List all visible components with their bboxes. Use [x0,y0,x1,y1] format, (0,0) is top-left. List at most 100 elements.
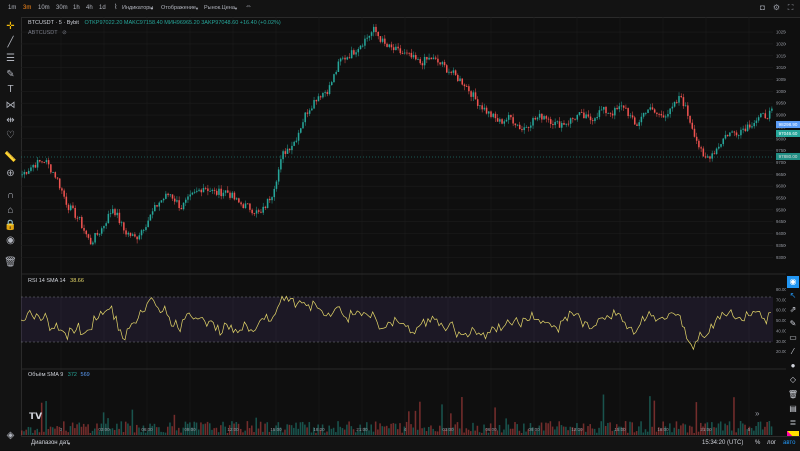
rsi-legend[interactable]: RSI 14 SMA 14 38.66 [28,278,84,284]
time-tick-label: 09:00 [184,427,196,432]
measure-icon[interactable]: ⇹ [6,115,15,126]
pattern-icon[interactable]: ⋈ [5,100,16,111]
marker-icon[interactable]: ⁄ [792,347,794,356]
volume-bar [107,418,109,435]
timeframe-1m[interactable]: 1m [8,5,17,11]
candle-body [523,127,525,131]
timeframe-10m[interactable]: 10m [38,5,50,11]
volume-bar [304,424,306,435]
indicators-button[interactable]: Индикаторы [122,5,154,11]
candle-body [614,107,616,116]
settings-icon[interactable]: ⚙ [772,3,781,12]
candle-body [428,57,430,60]
candle-body [282,151,284,160]
candle-body [167,193,169,196]
candle-body [173,198,176,202]
candle-body [348,57,351,59]
chart-area[interactable]: 102500.00 102000.00 101500.00 101000.00 1005… [21,17,786,436]
camera-icon[interactable]: ◘ [760,3,765,12]
brush-icon[interactable]: ✎ [6,69,15,80]
auto-toggle[interactable]: авто [783,440,796,446]
volume-bar [664,426,667,435]
lock-drawings-icon[interactable]: ⌂ [7,205,14,216]
timeframe-30m[interactable]: 30m [56,5,68,11]
volume-bar [447,427,450,435]
eye-off-icon[interactable]: ⊘ [62,30,67,36]
volume-bar [443,429,445,435]
timeframe-1d[interactable]: 1d [99,5,106,11]
volume-bar [392,423,395,435]
layers-icon[interactable]: ◈ [6,430,15,441]
dot-icon[interactable]: ● [790,361,796,370]
eraser-icon[interactable]: ◇ [789,375,797,384]
candle-body [218,188,220,195]
crosshair-icon[interactable]: ✛ [6,21,15,32]
volume-bar [735,432,737,435]
volume-bar [310,432,313,435]
arrow-icon[interactable]: ⇗ [789,305,797,314]
lock-icon[interactable]: 🔒 [4,220,17,231]
scroll-right-icon[interactable]: » [755,409,760,418]
volume-bar [288,424,291,435]
timeframe-3m[interactable]: 3m [23,5,32,11]
volume-bar [96,423,98,435]
timeframe-1h[interactable]: 1h [73,5,80,11]
clipboard-icon[interactable]: ▤ [789,404,797,413]
candle-body [488,111,490,114]
trash-icon[interactable]: 🗑 [787,390,799,399]
secondary-symbol-legend[interactable]: ABTCUSDT ⊘ [28,30,67,36]
candle-body [229,192,231,198]
fullscreen-icon[interactable]: ⛶ [787,3,794,12]
time-tick-label: 21:00 [700,427,712,432]
eye-icon[interactable]: ◉ [787,276,799,288]
chart-type-icon[interactable]: ⌇ [114,4,118,11]
volume-bar [587,426,589,435]
volume-bar [85,426,87,435]
candle-body [726,134,729,137]
cursor-icon[interactable]: ↖ [789,291,797,300]
volume-bar [297,428,300,435]
zoom-in-icon[interactable]: ⊕ [6,168,15,179]
trendline-icon[interactable]: ╱ [7,37,14,48]
trash-icon[interactable]: 🗑 [4,257,17,268]
candle-body [397,46,399,49]
percent-toggle[interactable]: % [755,440,761,446]
candle-body [768,110,771,119]
log-toggle[interactable]: лог [767,440,777,446]
volume-value: 372 [67,372,77,378]
candle-body [56,177,59,179]
price-tick-label: 96000.00 [776,184,786,189]
magnet-icon[interactable]: ∩ [6,190,15,201]
ruler-icon[interactable]: ▭ [789,333,797,342]
ruler-icon[interactable]: 📏 [4,152,17,163]
eye-icon[interactable]: ◉ [6,235,15,246]
volume-bar [151,425,154,435]
clock-time[interactable]: 15:34:20 (UTC) [702,440,744,446]
text-icon[interactable]: T [7,84,14,95]
volume-bar [38,432,41,435]
candle-body [647,109,649,113]
volume-bar [719,421,722,435]
candle-body [598,110,601,117]
candle-body [510,114,512,118]
horizontal-lines-icon[interactable]: ☰ [6,53,15,64]
compare-icon[interactable]: ⇔ [245,3,252,10]
symbol-legend[interactable]: BTCUSDT · 5 · Bybit OTKP97022.20 MAKC971… [28,20,281,26]
list-icon[interactable]: ≣ [789,418,797,427]
price-type-button[interactable]: Рынок.Цена [204,5,235,11]
pencil-icon[interactable]: ✎ [789,319,797,328]
heart-icon[interactable]: ♡ [6,130,15,141]
volume-bar [419,401,421,435]
candle-body [430,57,433,60]
volume-bar [527,429,530,435]
volume-bar [450,413,452,435]
volume-legend[interactable]: Объём SMA 9 372 569 [28,372,90,378]
candles [21,24,773,246]
volume-bar [717,423,720,435]
candle-body [512,117,514,124]
date-range-button[interactable]: Диапазон дат [31,440,69,446]
timeframe-4h[interactable]: 4h [86,5,93,11]
volume-bar [547,423,549,435]
price-tick-label: 100500.00 [776,77,786,82]
display-button[interactable]: Отображение [161,5,196,11]
